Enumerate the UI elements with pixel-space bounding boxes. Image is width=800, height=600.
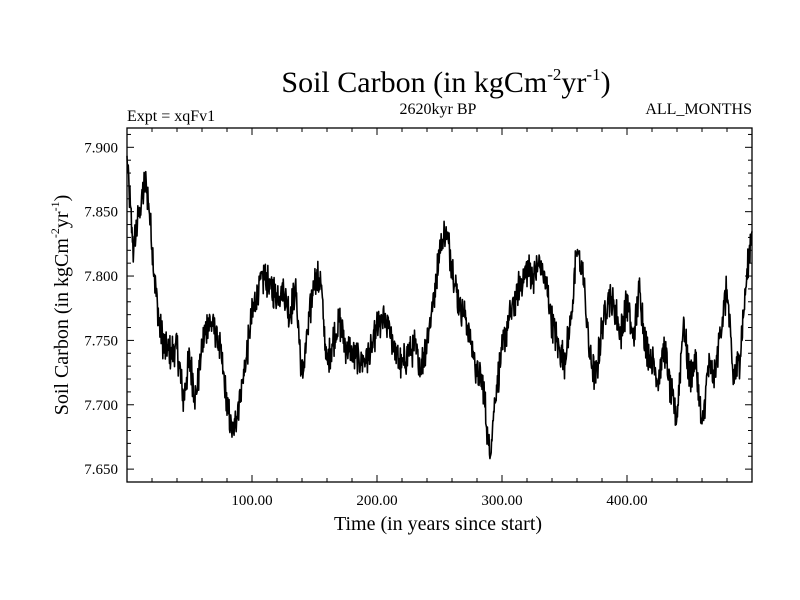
plot-frame [126, 127, 753, 483]
period-label: 2620kyr BP [400, 101, 477, 118]
chart-title: Soil Carbon (in kgCm-2yr-1) [281, 65, 610, 99]
axis-ticks: 7.650 7.700 7.750 7.800 7.850 7.900 100.00 200.… [84, 128, 752, 509]
y-tick-label: 7.900 [84, 140, 118, 156]
series-line [126, 155, 753, 460]
x-axis-label: Time (in years since start) [334, 513, 542, 535]
y-tick-label: 7.800 [84, 269, 118, 285]
experiment-label: Expt = xqFv1 [127, 108, 215, 125]
x-tick-label: 200.00 [356, 493, 397, 509]
y-tick-label: 7.650 [84, 462, 118, 478]
series-layer [126, 155, 753, 460]
y-axis-label: Soil Carbon (in kgCm-2yr-1) [48, 195, 73, 416]
y-tick-label: 7.850 [84, 205, 118, 221]
months-label: ALL_MONTHS [645, 101, 752, 118]
x-tick-label: 300.00 [481, 493, 522, 509]
x-tick-label: 400.00 [606, 493, 647, 509]
y-tick-label: 7.700 [84, 398, 118, 414]
y-tick-label: 7.750 [84, 333, 118, 349]
x-tick-label: 100.00 [231, 493, 272, 509]
